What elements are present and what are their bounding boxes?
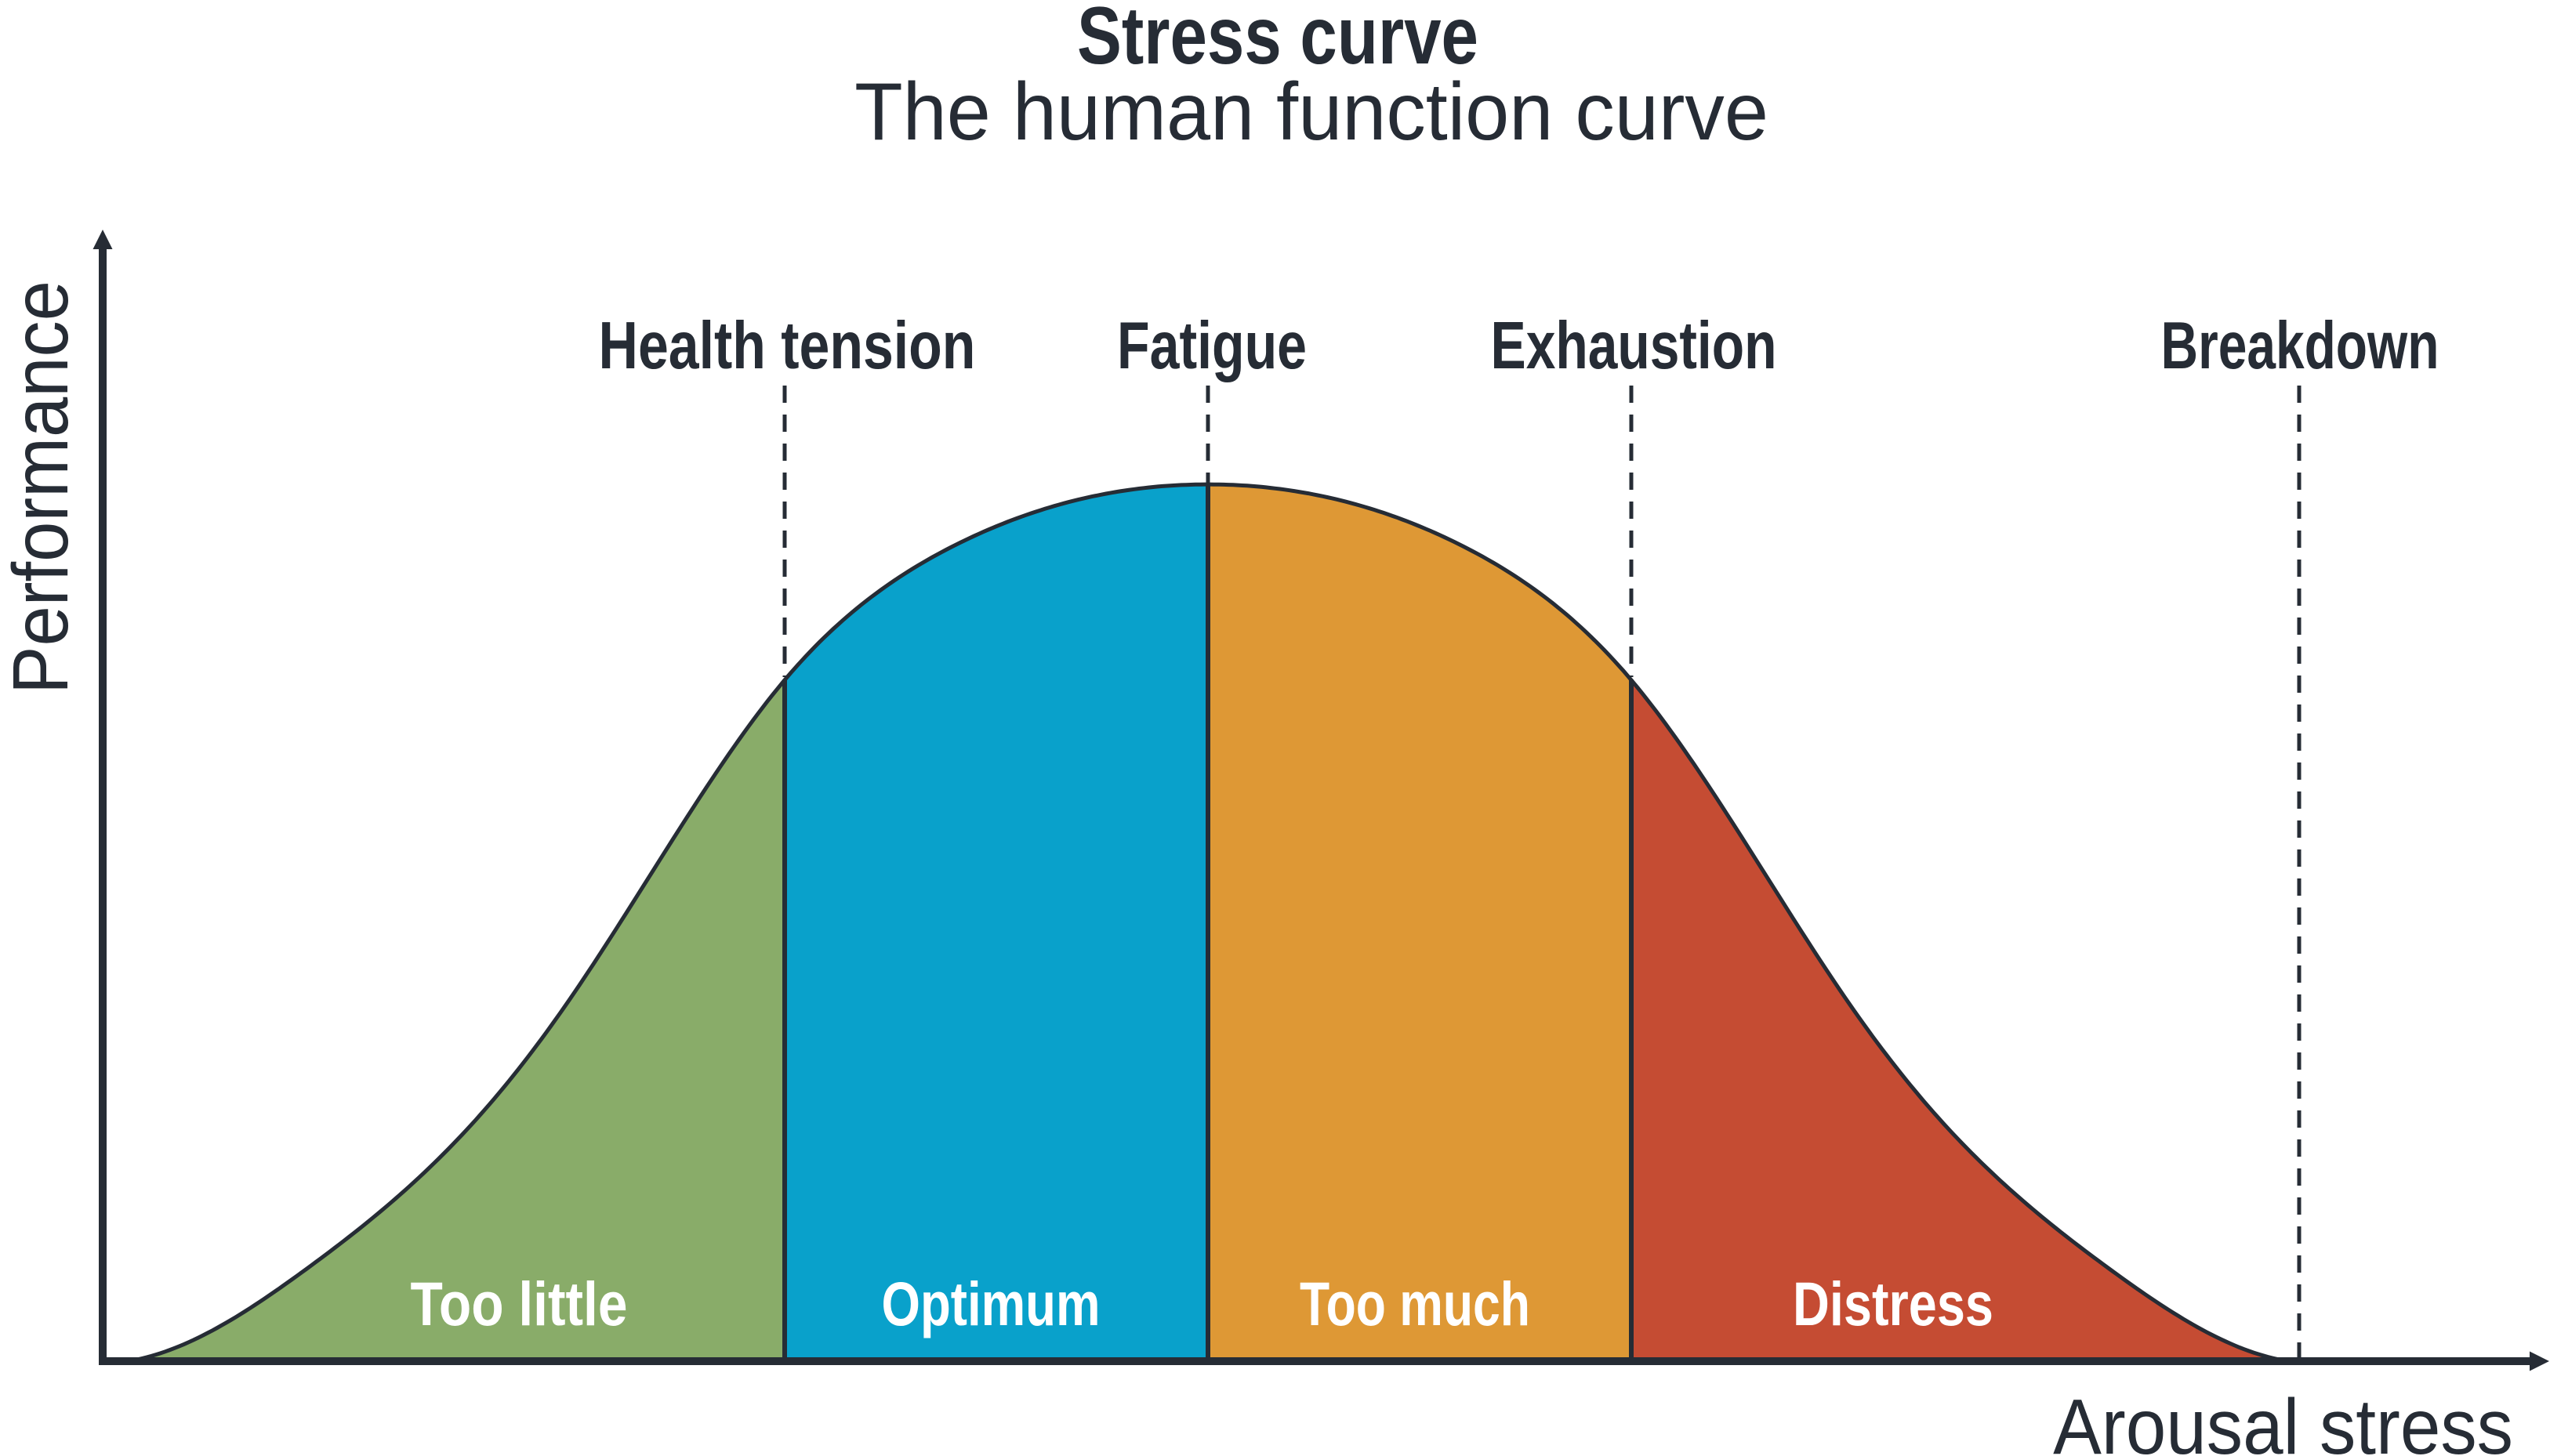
svg-text:Breakdown: Breakdown — [2161, 309, 2439, 383]
svg-text:Arousal stress: Arousal stress — [2053, 1384, 2513, 1456]
svg-text:Health tension: Health tension — [599, 310, 976, 383]
svg-text:Performance: Performance — [0, 281, 85, 694]
svg-text:Too little: Too little — [411, 1269, 628, 1338]
svg-text:Fatigue: Fatigue — [1117, 309, 1307, 383]
svg-text:Stress curve: Stress curve — [1077, 0, 1478, 81]
svg-text:Exhaustion: Exhaustion — [1491, 309, 1777, 383]
svg-text:Optimum: Optimum — [882, 1269, 1101, 1338]
svg-text:Too much: Too much — [1300, 1270, 1530, 1339]
svg-text:The human function curve: The human function curve — [854, 66, 1768, 158]
svg-text:Distress: Distress — [1793, 1270, 1993, 1338]
